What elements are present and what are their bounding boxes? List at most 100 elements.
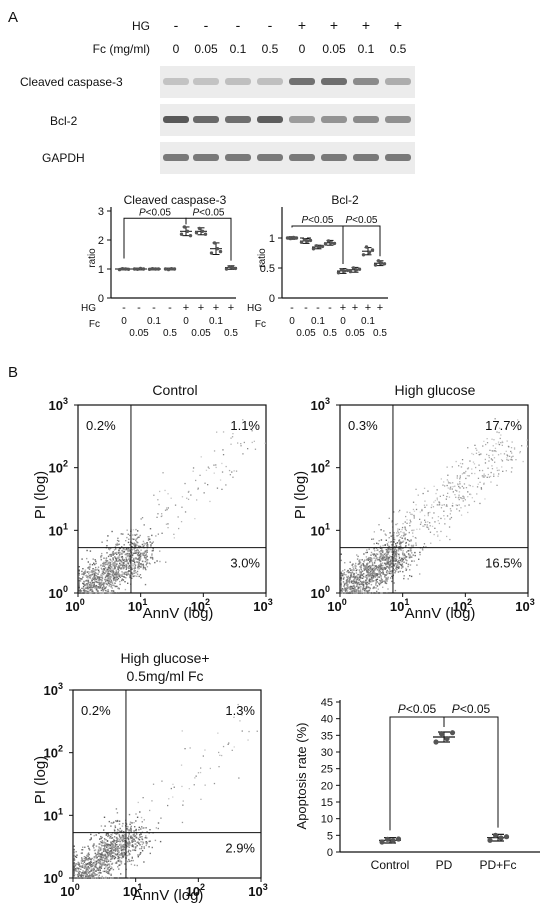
data-point — [354, 268, 359, 272]
quadrant-upper-left: 0.2% — [86, 418, 116, 433]
data-point — [288, 236, 293, 241]
data-point — [317, 245, 322, 249]
x-tick-label: 101 — [123, 882, 142, 899]
data-point — [163, 267, 168, 271]
quadrant-upper-right: 17.7% — [485, 418, 522, 433]
x-tick-label: 102 — [453, 597, 472, 614]
band-label-bcl2: Bcl-2 — [50, 114, 78, 128]
quadrant-lower-right: 3.0% — [230, 556, 260, 571]
data-point — [390, 838, 396, 844]
flow-control-title: Control — [152, 382, 197, 398]
data-point — [503, 834, 510, 840]
hg-sign: + — [183, 302, 189, 314]
wb-hg-sign: + — [362, 17, 370, 33]
data-point — [135, 267, 140, 271]
wb-hg-sign: + — [394, 17, 402, 33]
y-tick-label: 1 — [269, 233, 275, 245]
data-point — [212, 241, 217, 245]
y-tick-label: 101 — [49, 521, 68, 538]
data-point — [379, 261, 384, 265]
data-point — [153, 267, 158, 271]
data-point — [487, 837, 493, 843]
blot-band — [257, 116, 283, 123]
data-point — [339, 268, 344, 272]
significance-label: P<0.05 — [139, 207, 171, 218]
significance-label: P<0.05 — [452, 702, 491, 716]
fc-value: 0.05 — [191, 328, 211, 339]
y-tick-label: 102 — [311, 459, 330, 476]
blot-band — [225, 154, 251, 161]
quadrant-upper-left: 0.2% — [81, 703, 111, 718]
data-point — [379, 839, 385, 845]
data-point — [188, 233, 193, 238]
data-point — [147, 267, 152, 271]
data-point — [364, 245, 369, 249]
data-point — [361, 253, 366, 257]
y-tick-label: 15 — [321, 797, 333, 809]
wb-fc-value: 0.1 — [230, 42, 247, 56]
flow-control-ylabel: PI (log) — [32, 471, 49, 519]
x-tick-label: 103 — [248, 882, 267, 899]
data-point — [150, 267, 155, 271]
data-point — [123, 267, 128, 271]
significance-bracket — [443, 716, 499, 828]
data-point — [126, 267, 131, 271]
fc-value: 0.5 — [163, 328, 177, 339]
data-point — [291, 235, 296, 240]
wb-hg-sign: - — [268, 17, 273, 33]
blot-band — [163, 78, 189, 85]
y-tick-label: 103 — [44, 681, 63, 698]
data-point — [351, 266, 356, 270]
x-tick-label: 103 — [253, 597, 272, 614]
western-blot-strips — [160, 66, 415, 174]
apoptosis-rate-chart: Apoptosis rate (%) 0 5 10 15 20 25 30 35 40 45 Con… — [294, 697, 540, 872]
bcl2-ratio-chart: Bcl-2 ratio HG Fc 00.51P<0.05 P<0.05- - - - +… — [247, 193, 388, 339]
blot-band — [289, 154, 315, 161]
y-tick-label: 10 — [321, 814, 333, 826]
y-tick-label: 100 — [311, 584, 330, 601]
y-tick-label: 30 — [321, 747, 333, 759]
band-label-gapdh: GAPDH — [42, 151, 85, 165]
x-tick-label: 100 — [60, 882, 79, 899]
caspase-chart-title: Cleaved caspase-3 — [124, 193, 227, 207]
hg-sign: + — [213, 302, 219, 314]
flow-hg-title: High glucose — [395, 382, 476, 398]
y-tick-label: 0 — [269, 293, 275, 305]
flow-control-xlabel: AnnV (log) — [143, 605, 214, 622]
caspase-ylabel: ratio — [87, 248, 98, 268]
y-tick-label: 45 — [321, 697, 333, 709]
blot-band — [289, 116, 315, 123]
hg-sign: - — [304, 302, 308, 314]
data-point — [438, 731, 445, 737]
hg-sign: - — [316, 302, 320, 314]
data-point — [215, 247, 220, 251]
fc-value: 0.5 — [323, 328, 337, 339]
wb-fc-value: 0.5 — [262, 42, 279, 56]
data-point — [169, 267, 174, 271]
hg-sign: - — [328, 302, 332, 314]
blot-band — [289, 78, 315, 85]
blot-band — [321, 78, 347, 85]
y-tick-label: 40 — [321, 714, 333, 726]
y-tick-label: 25 — [321, 764, 333, 776]
data-point — [120, 267, 125, 271]
significance-label: P<0.05 — [193, 207, 225, 218]
data-point — [209, 251, 214, 255]
blot-band — [193, 78, 219, 85]
quadrant-upper-left: 0.3% — [348, 418, 378, 433]
data-point — [382, 262, 387, 266]
data-point — [449, 730, 456, 736]
data-point — [498, 835, 504, 841]
wb-fc-label: Fc (mg/ml) — [93, 42, 150, 56]
plot-frame — [77, 404, 267, 594]
panel-label-a: A — [8, 9, 18, 26]
data-point — [342, 269, 347, 273]
flow-plot-hg-fc: High glucose+ 0.5mg/ml Fc AnnV (log) PI … — [32, 650, 268, 904]
significance-label: P<0.05 — [302, 215, 334, 226]
fc-value: 0 — [183, 316, 189, 327]
fc-value: 0.05 — [129, 328, 149, 339]
flow-plot-high-glucose: High glucose AnnV (log) PI (log) 0.3% 17.… — [292, 382, 535, 622]
data-point — [224, 267, 229, 271]
bcl2-chart-title: Bcl-2 — [331, 193, 359, 207]
